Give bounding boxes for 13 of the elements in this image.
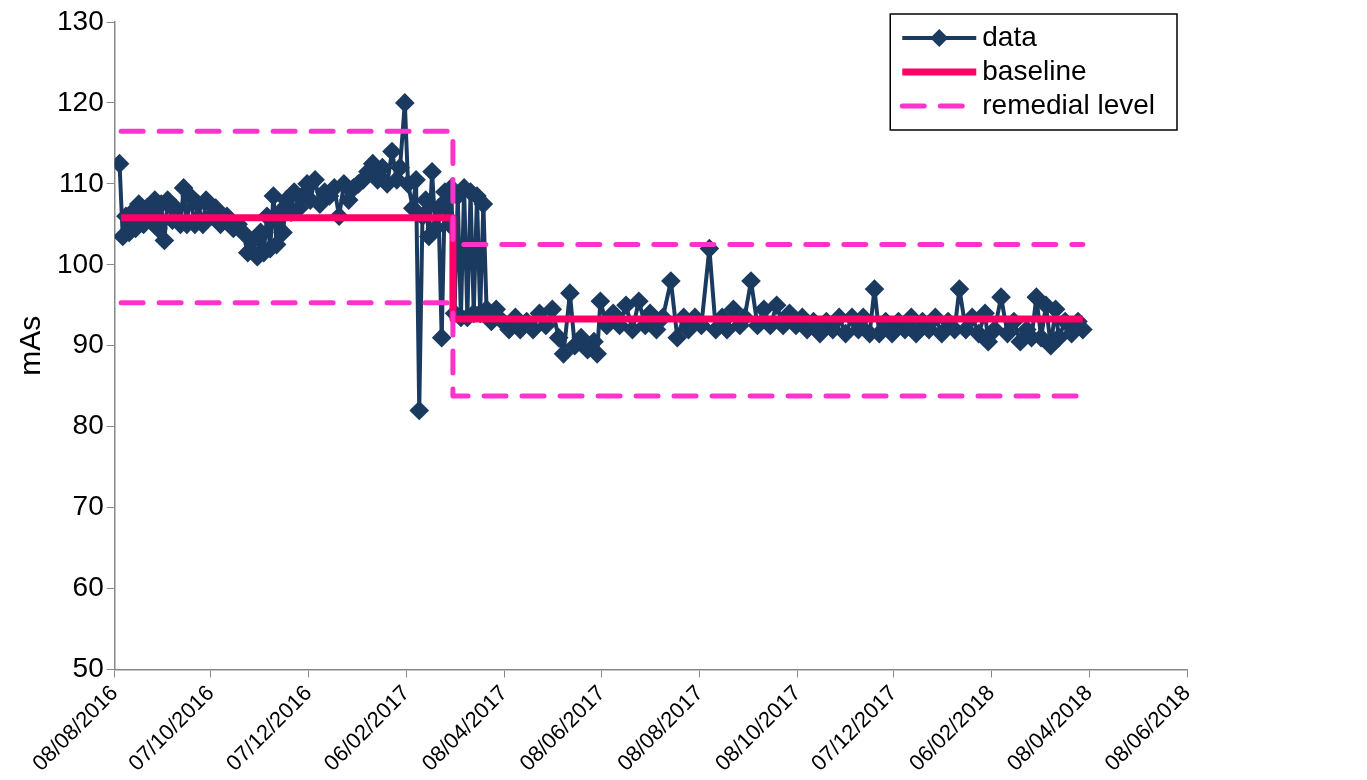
y-tick-label: 50 [72, 652, 104, 684]
legend-label: baseline [982, 54, 1087, 86]
y-tick-label: 110 [59, 166, 104, 198]
legend-label: data [982, 20, 1038, 52]
y-axis-title: mAs [13, 315, 47, 376]
legend-label: remedial level [982, 88, 1156, 120]
y-tick-label: 120 [57, 85, 104, 117]
y-tick-label: 90 [72, 328, 104, 360]
y-tick-label: 60 [72, 571, 104, 603]
y-tick-label: 70 [72, 490, 104, 522]
y-tick-label: 80 [72, 409, 104, 441]
y-tick-label: 100 [57, 247, 104, 279]
y-tick-label: 130 [57, 4, 104, 36]
